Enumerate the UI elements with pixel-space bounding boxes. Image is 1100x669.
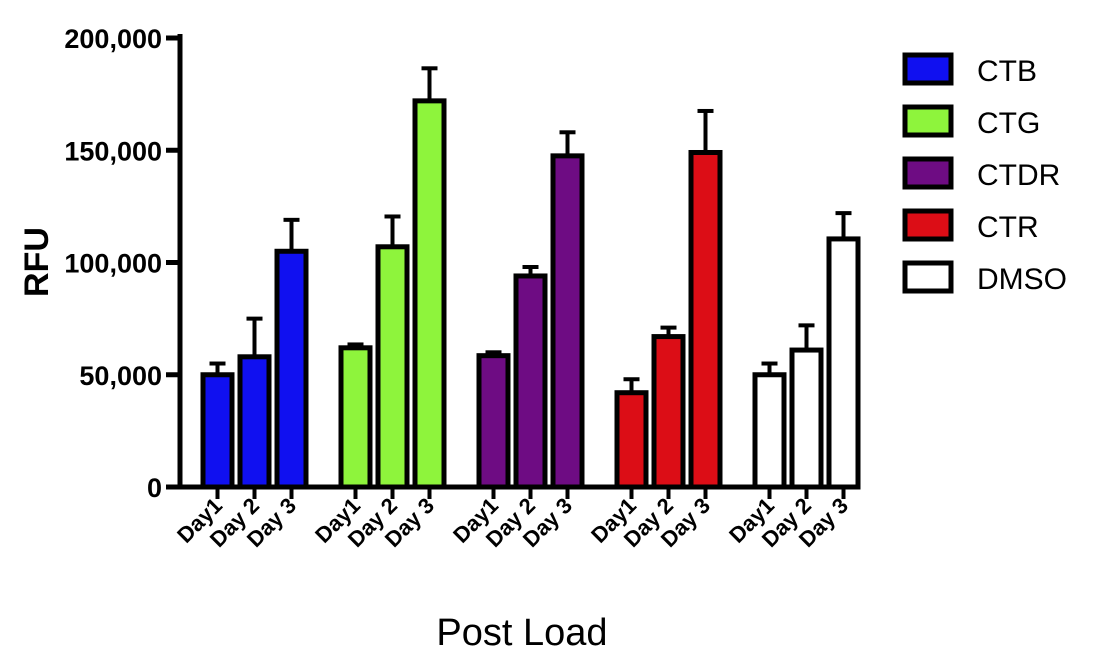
bar-ctr — [691, 152, 720, 487]
bar-ctg — [415, 101, 444, 487]
legend-label-ctdr: CTDR — [977, 159, 1060, 192]
bar-ctb — [277, 251, 306, 487]
legend-swatch-ctdr — [905, 159, 951, 187]
bar-dmso — [755, 375, 784, 487]
bar-ctdr — [516, 276, 545, 487]
x-axis-label: Post Load — [436, 612, 607, 654]
bar-ctb — [203, 375, 232, 487]
legend-label-ctg: CTG — [977, 107, 1040, 140]
bar-ctdr — [479, 356, 508, 487]
legend-swatch-ctb — [905, 55, 951, 83]
y-tick-label: 200,000 — [64, 24, 162, 54]
legend-swatch-ctr — [905, 211, 951, 239]
plot-area — [203, 68, 858, 487]
y-tick-label: 0 — [147, 473, 162, 503]
bar-dmso — [829, 239, 858, 487]
bar-dmso — [792, 350, 821, 487]
y-tick-label: 150,000 — [64, 136, 162, 166]
bar-ctr — [617, 393, 646, 487]
bar-ctr — [654, 337, 683, 487]
legend-swatch-ctg — [905, 107, 951, 135]
legend-swatch-dmso — [905, 263, 951, 291]
legend-label-ctr: CTR — [977, 211, 1039, 244]
y-tick-label: 100,000 — [64, 249, 162, 279]
legend: CTB CTG CTDR CTR DMSO — [905, 55, 1067, 296]
bar-ctdr — [553, 156, 582, 487]
legend-label-ctb: CTB — [977, 55, 1037, 88]
bar-ctg — [341, 348, 370, 487]
y-axis-label: RFU — [18, 227, 56, 297]
bar-ctg — [378, 247, 407, 487]
legend-label-dmso: DMSO — [977, 263, 1067, 296]
y-axis: 0 50,000 100,000 150,000 200,000 — [64, 24, 180, 503]
y-tick-label: 50,000 — [79, 361, 162, 391]
bar-ctb — [240, 357, 269, 487]
